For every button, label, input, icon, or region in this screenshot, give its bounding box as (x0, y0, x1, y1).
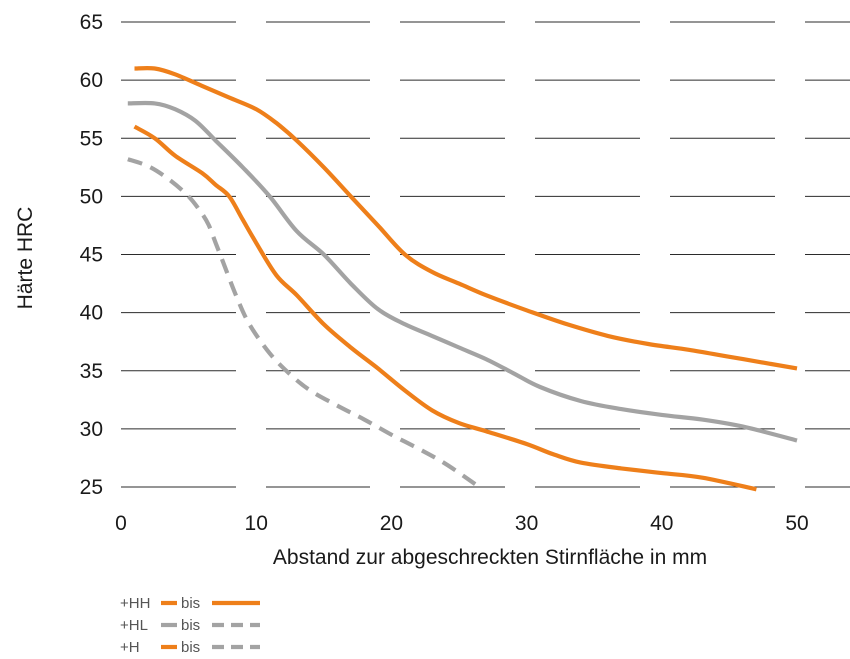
series-lines (127, 65, 798, 492)
series-line-2 (133, 124, 757, 492)
y-tick-label: 55 (80, 127, 103, 150)
x-tick-label: 50 (785, 512, 808, 535)
grid-lines (121, 21, 850, 488)
x-tick-labels: 0 10 20 30 40 50 (115, 512, 809, 535)
x-tick-label: 10 (245, 512, 268, 535)
x-tick-label: 30 (515, 512, 538, 535)
y-tick-labels: 65 60 55 50 45 40 35 30 25 (80, 11, 103, 499)
series-line-1 (134, 65, 798, 371)
legend-row: +HH bis (120, 595, 260, 612)
series-line-4 (127, 157, 481, 489)
legend-row: +HL bis (120, 617, 260, 634)
legend-joiner: bis (181, 595, 200, 612)
y-tick-label: 30 (80, 418, 103, 441)
x-tick-label: 40 (650, 512, 673, 535)
y-tick-label: 50 (80, 185, 103, 208)
legend-label: +HH (120, 595, 150, 612)
x-tick-label: 0 (115, 512, 127, 535)
y-tick-label: 25 (80, 476, 103, 499)
series-line-3 (127, 100, 798, 443)
y-tick-label: 45 (80, 244, 103, 267)
y-tick-label: 35 (80, 360, 103, 383)
legend: +HH bis +HL bis +H bis (120, 595, 260, 656)
legend-row: +H bis (120, 639, 260, 656)
legend-label: +HL (120, 617, 148, 634)
y-tick-label: 40 (80, 302, 103, 325)
y-tick-label: 65 (80, 11, 103, 34)
y-axis-title: Härte HRC (14, 207, 37, 310)
legend-joiner: bis (181, 639, 200, 656)
x-axis-title: Abstand zur abgeschreckten Stirnfläche i… (273, 546, 707, 569)
legend-joiner: bis (181, 617, 200, 634)
x-tick-label: 20 (380, 512, 403, 535)
y-tick-label: 60 (80, 69, 103, 92)
legend-label: +H (120, 639, 140, 656)
